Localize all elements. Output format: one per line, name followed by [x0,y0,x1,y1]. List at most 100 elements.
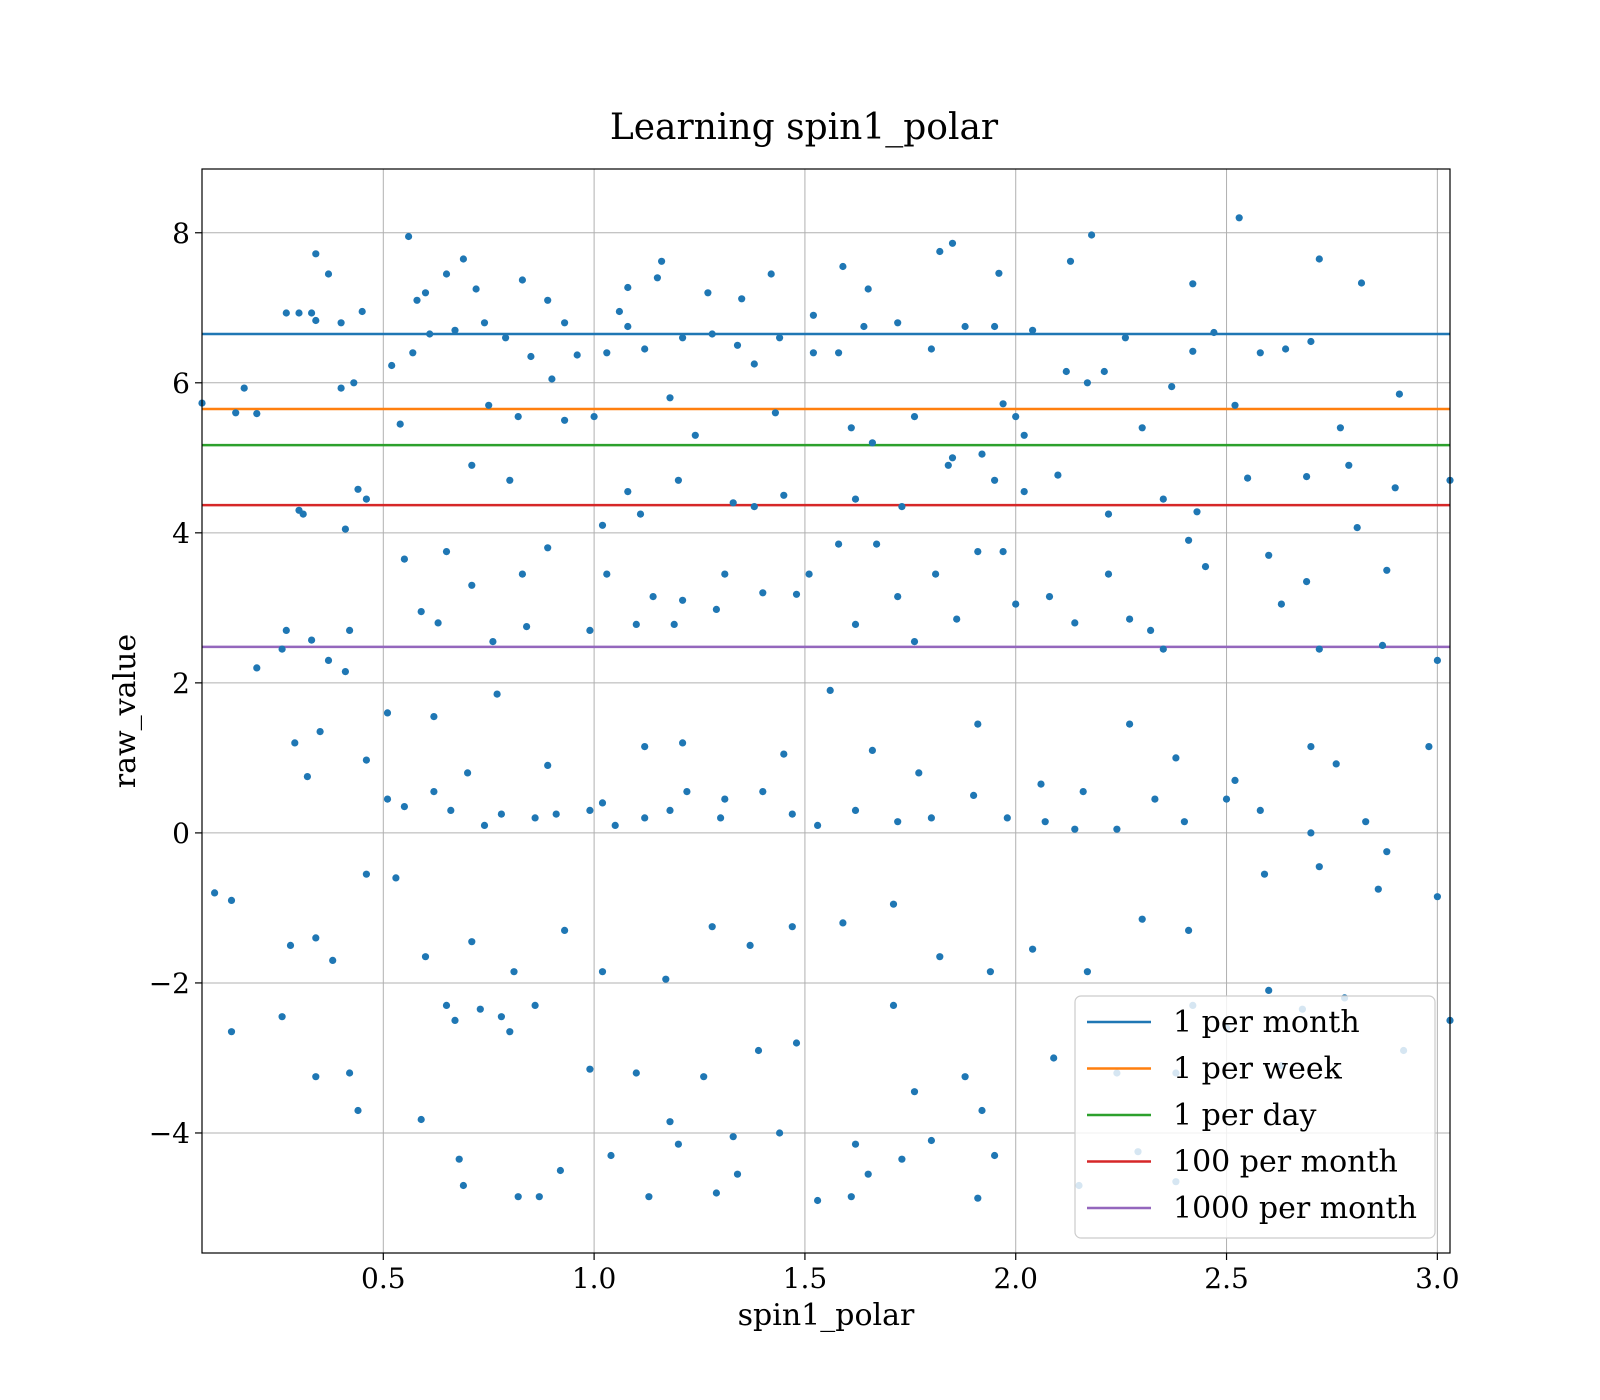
scatter-point [354,1106,362,1115]
scatter-point [1374,885,1382,893]
scatter-point [750,503,758,511]
scatter-point [561,319,569,327]
scatter-point [1121,334,1129,342]
scatter-point [413,296,421,304]
scatter-point [814,821,822,830]
x-tick-label: 3.0 [1415,1262,1460,1295]
scatter-point [936,953,944,961]
scatter-point [974,720,982,728]
scatter-point [809,349,818,357]
scatter-point [1180,818,1188,826]
scatter-point [531,1001,539,1010]
scatter-point [632,1069,640,1077]
scatter-point [927,1136,936,1145]
scatter-point [497,1013,505,1021]
scatter-point [864,285,872,293]
scatter-point [1425,743,1433,751]
scatter-point [653,274,662,282]
y-tick-label: 8 [172,217,190,250]
scatter-point [974,548,982,556]
scatter-point [1012,413,1020,421]
scatter-point [396,420,404,428]
scatter-point [312,250,320,258]
scatter-point [788,923,796,931]
scatter-point [316,728,324,736]
scatter-point [1244,474,1252,482]
scatter-point [658,257,666,265]
scatter-point [733,341,742,349]
scatter-point [771,409,780,417]
scatter-point [999,400,1007,408]
scatter-point [502,334,510,342]
scatter-point [721,795,729,803]
scatter-point [451,326,459,334]
scatter-point [1041,818,1049,826]
scatter-point [738,295,746,303]
legend-label: 1 per week [1173,1052,1343,1087]
scatter-point [712,1189,721,1197]
scatter-point [961,1073,969,1081]
scatter-point [426,330,434,338]
scatter-point [303,773,311,781]
scatter-point [1100,367,1108,376]
scatter-point [497,810,505,818]
y-axis-label: raw_value [108,634,143,788]
chart-title: Learning spin1_polar [610,107,999,148]
x-tick-label: 1.5 [783,1262,828,1295]
scatter-point [459,1181,467,1190]
scatter-point [991,1151,999,1160]
legend: 1 per month 1 per week 1 per day 100 per mo… [1074,995,1436,1239]
scatter-point [1020,488,1028,496]
scatter-point [708,330,716,338]
scatter-point [991,476,999,484]
scatter-point [1138,424,1146,432]
scatter-point [312,934,320,942]
scatter-point [1185,926,1193,935]
scatter-point [329,956,337,965]
scatter-point [346,626,354,635]
scatter-point [649,593,657,601]
scatter-point [544,544,552,552]
scatter-point [1159,645,1167,653]
scatter-point [780,750,788,758]
scatter-point [894,593,902,601]
scatter-point [459,255,467,263]
scatter-point [1332,760,1340,768]
scatter-point [666,806,674,815]
scatter-point [851,806,860,815]
scatter-point [1391,484,1399,492]
scatter-point [324,270,333,278]
scatter-point [1260,870,1269,878]
scatter-point [506,476,514,484]
scatter-point [1378,641,1387,650]
scatter-point [847,1193,855,1201]
scatter-point [468,938,476,946]
scatter-point [442,1001,451,1010]
scatter-point [1172,754,1180,762]
scatter-point [531,814,539,822]
scatter-point [480,319,489,327]
scatter-point [712,605,721,614]
scatter-point [898,503,906,511]
scatter-points-layer [198,214,1454,1205]
scatter-point [586,806,594,815]
scatter-point [417,1115,425,1124]
scatter-point [430,788,438,796]
scatter-point [1071,825,1079,833]
scatter-point [978,1106,986,1115]
scatter-point [1222,795,1231,803]
scatter-point [295,309,303,317]
scatter-point [544,761,552,770]
scatter-point [868,746,877,755]
scatter-point [383,709,392,717]
scatter-point [354,485,362,493]
scatter-point [641,814,649,822]
scatter-point [683,788,691,796]
scatter-point [1231,401,1239,409]
scatter-point [910,1088,919,1096]
scatter-point [299,510,307,518]
scatter-point [1147,626,1155,635]
scatter-point [388,361,396,370]
scatter-point [552,810,560,818]
scatter-point [927,814,936,822]
